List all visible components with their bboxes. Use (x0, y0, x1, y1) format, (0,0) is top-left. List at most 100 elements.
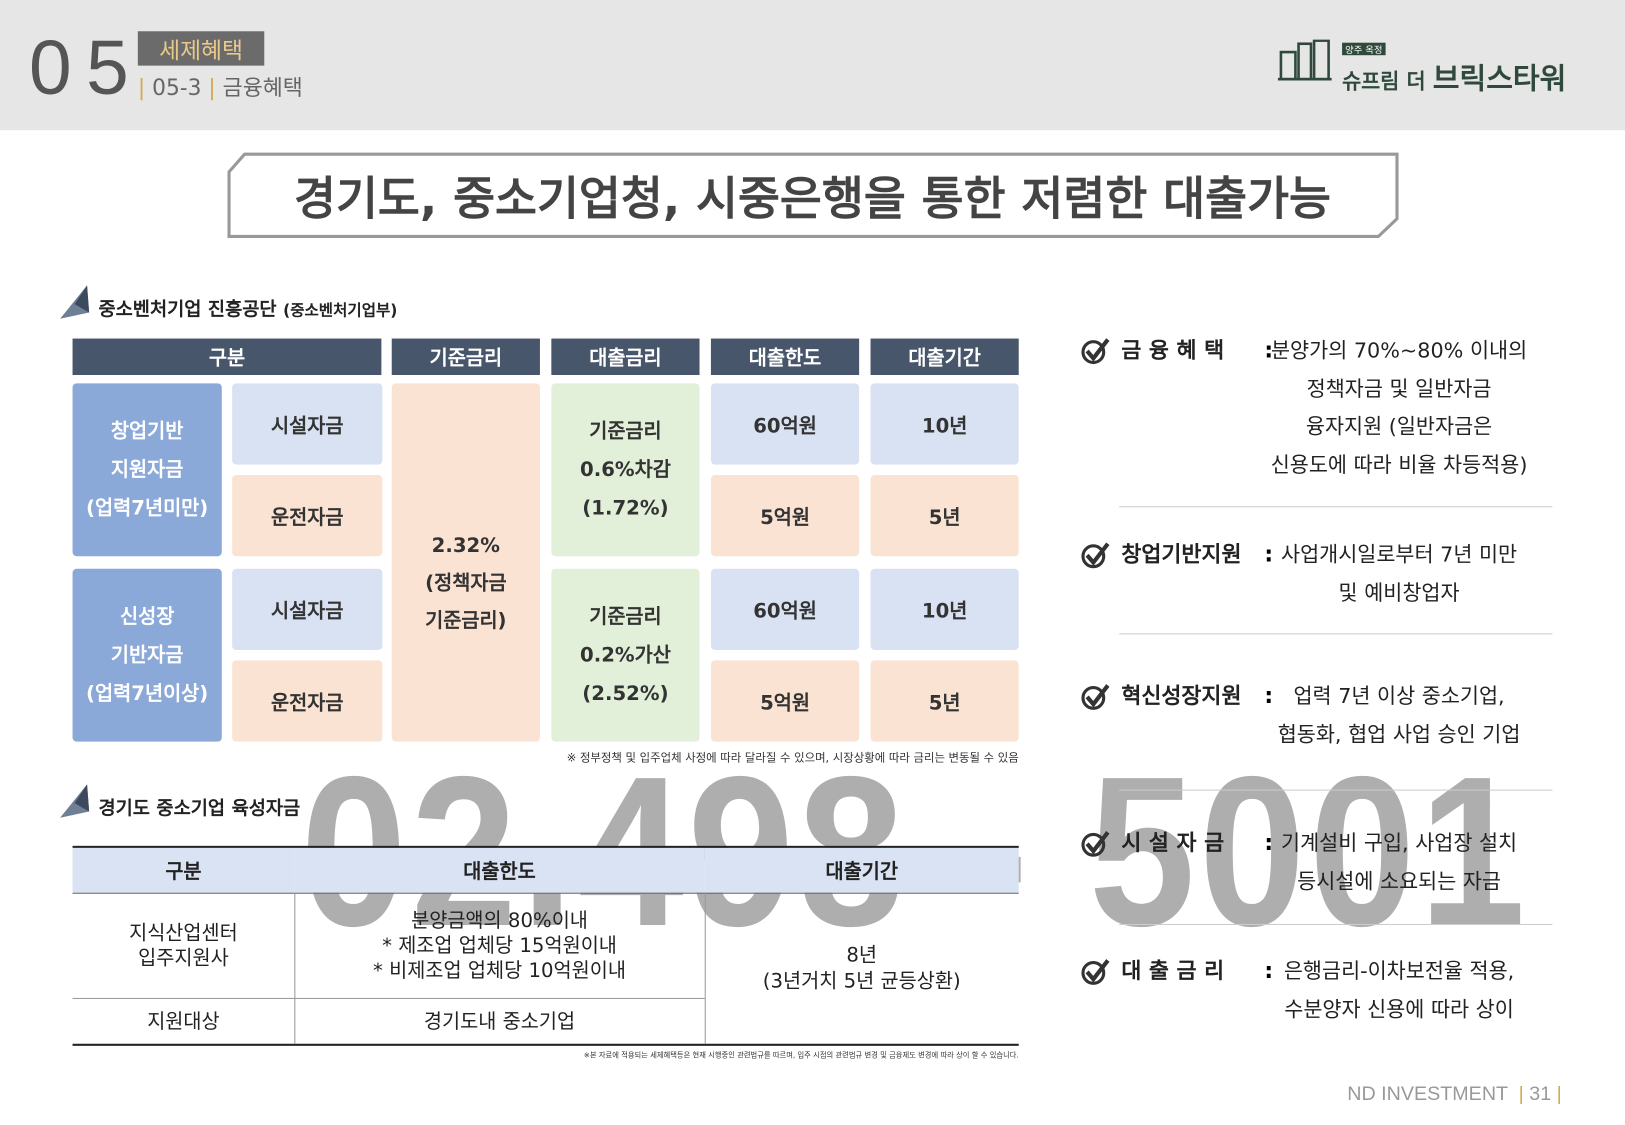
check-icon (1081, 338, 1110, 365)
text-line: 신용도에 따라 비율 차등적용) (1270, 451, 1528, 477)
subsection-number: 05-3 (152, 75, 202, 101)
footer: ND INVESTMENT | 31 | (1347, 1083, 1562, 1106)
text-line: 수분양자 신용에 따라 상이 (1284, 996, 1514, 1022)
logo-name: 슈프림 더 브릭스타워 (1342, 56, 1566, 98)
text-line: 2.32% (431, 534, 500, 558)
table1-limit: 60억원 (710, 568, 860, 651)
text-line: 기계설비 구입, 사업장 설치 (1281, 830, 1518, 856)
headline: 경기도, 중소기업청, 시중은행을 통한 저렴한 대출가능 (294, 172, 1331, 227)
table1-limit: 5억원 (710, 660, 860, 742)
footer-company: ND INVESTMENT (1347, 1083, 1508, 1106)
table1-header: 구분 (72, 338, 382, 376)
logo-tag: 양주 옥정 (1342, 42, 1386, 56)
table1-header: 대출기간 (870, 338, 1019, 376)
table1-type: 시설자금 (232, 383, 383, 465)
separator (1119, 633, 1553, 635)
table2-header: 구분 (72, 847, 295, 893)
text-line: (3년거치 5년 균등상환) (762, 969, 961, 993)
table2-period: 8년 (3년거치 5년 균등상환) (705, 894, 1019, 1044)
text-line: * 제조업 업체당 15억원이내 (382, 934, 617, 958)
table1-header: 대출한도 (710, 338, 860, 376)
benefit-label: 금 융 혜 택 (1121, 337, 1225, 363)
table1-period: 10년 (870, 383, 1019, 465)
table-rule (704, 892, 706, 1044)
text-line: 입주지원사 (138, 946, 229, 970)
text-line: 경기도내 중소기업 (423, 1009, 576, 1033)
text-line: 등시설에 소요되는 자금 (1297, 868, 1502, 894)
table1-period: 10년 (870, 568, 1019, 651)
text-line: 업력 7년 이상 중소기업, (1293, 683, 1505, 709)
benefit-label: 혁신성장지원 (1121, 683, 1242, 709)
table2-limit: 경기도내 중소기업 (294, 999, 704, 1044)
group-label: 창업기반 지원자금 (업력7년미만) (72, 383, 222, 557)
text-line: 기준금리) (425, 609, 507, 633)
section-icon (60, 285, 90, 319)
text-line: 은행금리-이차보전율 적용, (1283, 958, 1515, 984)
table1-period: 5년 (870, 660, 1019, 742)
benefit-label: 창업기반지원 (1121, 541, 1242, 567)
check-icon (1081, 684, 1110, 710)
subsection-title: 금융혜택 (222, 75, 303, 101)
table2-header: 대출한도 (294, 847, 705, 893)
table-rule (72, 892, 1019, 894)
table1-type: 운전자금 (232, 475, 383, 557)
table1-header: 대출금리 (551, 338, 700, 376)
check-icon (1081, 959, 1110, 985)
text-line: (1.72%) (582, 496, 669, 520)
headline-frame (227, 152, 1399, 239)
text-line: 분양금액의 80%이내 (411, 909, 588, 933)
text-line: 지원대상 (147, 1009, 220, 1033)
table1-type: 운전자금 (232, 660, 383, 742)
subsection: | 05-3 | 금융혜택 (137, 75, 303, 101)
text-line: 정책자금 및 일반자금 (1306, 375, 1492, 401)
text-line: 지식산업센터 (129, 921, 238, 945)
colon: : (1264, 830, 1274, 856)
text-line: 융자지원 (일반자금은 (1305, 413, 1493, 439)
text-line: 사업개시일로부터 7년 미만 (1281, 541, 1518, 567)
table1-limit: 5억원 (710, 475, 860, 557)
check-icon (1081, 831, 1110, 857)
check-icon (1081, 542, 1110, 569)
logo-name-1: 슈프림 더 (1342, 68, 1426, 94)
text-line: 0.6%차감 (580, 457, 671, 481)
text-line: 및 예비창업자 (1338, 579, 1460, 605)
text-line: 0.2%가산 (580, 643, 671, 667)
base-rate: 2.32% (정책자금 기준금리) (391, 383, 540, 742)
table2-note: ※본 자료에 적용되는 세제혜택등은 현재 시행중인 관련법규를 따르며, 입주… (583, 1051, 1019, 1060)
separator (1119, 506, 1553, 508)
table-rule (72, 845, 1019, 848)
table-rule (72, 1043, 1019, 1046)
colon: : (1264, 541, 1274, 567)
table-rule (72, 997, 705, 999)
text-line: 기반자금 (110, 643, 184, 667)
separator (1119, 923, 1553, 926)
table1-type: 시설자금 (232, 568, 383, 651)
benefit-label: 대 출 금 리 (1121, 958, 1225, 984)
colon: : (1264, 683, 1274, 709)
table2-limit: 분양금액의 80%이내 * 제조업 업체당 15억원이내 * 비제조업 업체당 10… (294, 894, 704, 998)
separator (1119, 789, 1553, 791)
table2-header: 대출기간 (704, 847, 1019, 893)
section1-subtitle: (중소벤처기업부) (283, 301, 398, 320)
benefit-label: 시 설 자 금 (1121, 830, 1225, 856)
section-icon (60, 784, 90, 818)
section1-name: 중소벤처기업 진흥공단 (98, 298, 277, 321)
section1-title: 중소벤처기업 진흥공단 (중소벤처기업부) (98, 295, 397, 322)
table1-header: 기준금리 (391, 338, 540, 376)
benefit-text: 은행금리-이차보전율 적용, 수분양자 신용에 따라 상이 (1244, 952, 1555, 1028)
table1-period: 5년 (870, 475, 1019, 557)
text-line: (2.52%) (582, 681, 669, 705)
text-line: 신성장 (119, 604, 175, 628)
text-line: (업력7년이상) (86, 681, 209, 705)
loan-rate: 기준금리 0.2%가산 (2.52%) (551, 568, 700, 742)
section-title: 세제혜택 (137, 31, 265, 66)
text-line: 기준금리 (589, 604, 662, 628)
table2-category: 지식산업센터 입주지원사 (73, 894, 295, 998)
header-band (0, 0, 1625, 131)
benefit-text: 분양가의 70%~80% 이내의 정책자금 및 일반자금 융자지원 (일반자금은 신용… (1244, 331, 1555, 483)
section2-title: 경기도 중소기업 육성자금 (98, 797, 301, 820)
section-number: 05 (29, 23, 144, 111)
colon: : (1264, 337, 1274, 363)
